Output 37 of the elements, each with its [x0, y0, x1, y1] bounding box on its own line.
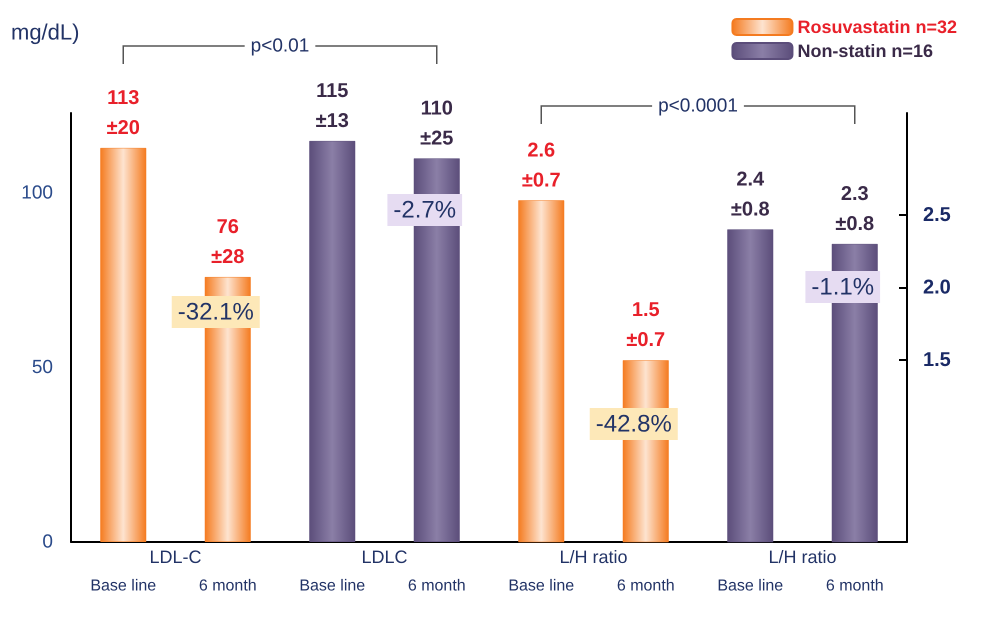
- y-tick-label: 50: [32, 357, 53, 378]
- x-tick-label: 6 month: [616, 578, 675, 594]
- legend-label: Rosuvastatin n=32: [797, 17, 958, 37]
- y-axis-title: mg/dL): [11, 20, 80, 44]
- text: L/H ratio: [559, 547, 628, 567]
- text: L/H ratio: [768, 547, 837, 567]
- annotation: -42.8%: [596, 410, 672, 438]
- y-tick-label: 0: [42, 532, 53, 552]
- x-tick-label: Base line: [508, 578, 574, 594]
- y2-tick-label: 2.5: [923, 204, 951, 226]
- annotation: -2.7%: [393, 196, 456, 224]
- y2-tick-label: 1.5: [923, 349, 951, 372]
- bar: [309, 140, 356, 542]
- x-tick-label: 6 month: [408, 578, 466, 594]
- x-tick-label: Base line: [717, 578, 784, 594]
- text: LDL-C: [149, 547, 202, 567]
- annotation: -1.1%: [811, 274, 874, 300]
- data-label: 2.4 ±0.8: [730, 168, 770, 220]
- text: p<0.01: [250, 36, 310, 56]
- data-label: 1.5 ±0.7: [626, 299, 666, 352]
- y-tick-label: 100: [21, 182, 53, 204]
- y2-tick-label: 2.0: [923, 276, 951, 299]
- text: LDLC: [361, 547, 408, 567]
- bar: [100, 148, 146, 542]
- data-label: 113 ±20: [106, 86, 140, 139]
- data-label: 2.6 ±0.7: [522, 139, 561, 192]
- data-label: 110 ±25: [420, 97, 454, 150]
- data-label: 76 ±28: [211, 216, 244, 268]
- annotation: -32.1%: [178, 298, 254, 326]
- data-label: 115 ±13: [316, 80, 349, 132]
- x-tick-label: 6 month: [198, 578, 257, 594]
- data-label: 2.3 ±0.8: [835, 182, 874, 235]
- x-tick-label: Base line: [299, 578, 366, 594]
- x-tick-label: 6 month: [826, 578, 884, 594]
- legend-label: Non-statin n=16: [797, 41, 933, 61]
- annotation: p<0.0001: [658, 96, 738, 116]
- x-tick-label: Base line: [90, 578, 156, 594]
